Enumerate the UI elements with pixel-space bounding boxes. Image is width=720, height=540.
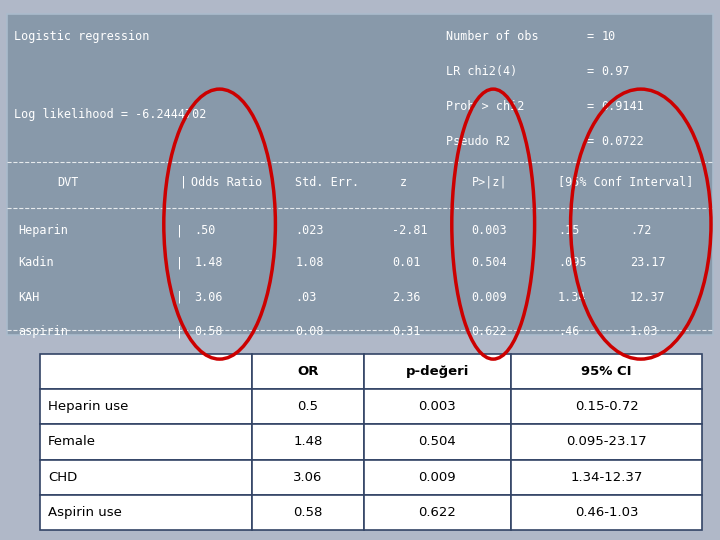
- Text: 0.97: 0.97: [601, 65, 630, 78]
- Text: Odds Ratio: Odds Ratio: [191, 176, 262, 188]
- FancyBboxPatch shape: [364, 354, 511, 389]
- Text: Log likelihood = -6.2444702: Log likelihood = -6.2444702: [14, 108, 207, 121]
- Text: |: |: [180, 176, 187, 188]
- Text: 0.9141: 0.9141: [601, 100, 644, 113]
- Text: 0.009: 0.009: [418, 471, 456, 484]
- Text: .50: .50: [194, 224, 216, 237]
- FancyBboxPatch shape: [364, 495, 511, 530]
- Text: |: |: [176, 325, 184, 338]
- FancyBboxPatch shape: [252, 460, 364, 495]
- Text: 0.504: 0.504: [472, 256, 507, 269]
- Text: 10: 10: [601, 30, 616, 43]
- Text: 23.17: 23.17: [630, 256, 665, 269]
- Text: .46: .46: [558, 325, 580, 338]
- Text: 95% CI: 95% CI: [581, 365, 632, 378]
- FancyBboxPatch shape: [40, 495, 252, 530]
- Text: KAH: KAH: [18, 291, 40, 303]
- Text: 1.34-12.37: 1.34-12.37: [570, 471, 643, 484]
- Text: -2.81: -2.81: [392, 224, 428, 237]
- FancyBboxPatch shape: [252, 424, 364, 460]
- FancyBboxPatch shape: [364, 424, 511, 460]
- Text: 0.0722: 0.0722: [601, 135, 644, 148]
- Text: Number of obs: Number of obs: [446, 30, 539, 43]
- Text: 3.06: 3.06: [194, 291, 223, 303]
- Text: Logistic regression: Logistic regression: [14, 30, 150, 43]
- Text: =: =: [587, 135, 594, 148]
- Text: p-değeri: p-değeri: [405, 365, 469, 378]
- Text: OR: OR: [297, 365, 318, 378]
- Text: 0.009: 0.009: [472, 291, 507, 303]
- FancyBboxPatch shape: [364, 460, 511, 495]
- Text: 0.5: 0.5: [297, 400, 318, 413]
- Text: .15: .15: [558, 224, 580, 237]
- Text: [95% Conf Interval]: [95% Conf Interval]: [558, 176, 693, 188]
- Text: 0.58: 0.58: [293, 506, 323, 519]
- FancyBboxPatch shape: [511, 460, 702, 495]
- Text: |: |: [176, 224, 184, 237]
- Text: .72: .72: [630, 224, 652, 237]
- Text: =: =: [587, 100, 594, 113]
- Text: 0.003: 0.003: [472, 224, 507, 237]
- Text: Heparin: Heparin: [18, 224, 68, 237]
- FancyBboxPatch shape: [511, 354, 702, 389]
- Text: P>|z|: P>|z|: [472, 176, 507, 188]
- Text: 1.03: 1.03: [630, 325, 659, 338]
- Text: 0.622: 0.622: [418, 506, 456, 519]
- Text: 0.01: 0.01: [392, 256, 421, 269]
- Text: 1.34: 1.34: [558, 291, 587, 303]
- FancyBboxPatch shape: [40, 424, 252, 460]
- Text: Female: Female: [48, 435, 96, 449]
- Text: 0.095-23.17: 0.095-23.17: [567, 435, 647, 449]
- FancyBboxPatch shape: [252, 495, 364, 530]
- Text: =: =: [587, 30, 594, 43]
- Text: Aspirin use: Aspirin use: [48, 506, 122, 519]
- FancyBboxPatch shape: [511, 495, 702, 530]
- Text: 0.003: 0.003: [418, 400, 456, 413]
- FancyBboxPatch shape: [40, 460, 252, 495]
- Text: 0.31: 0.31: [392, 325, 421, 338]
- Text: .023: .023: [295, 224, 324, 237]
- Text: 0.08: 0.08: [295, 325, 324, 338]
- FancyBboxPatch shape: [252, 389, 364, 424]
- Text: CHD: CHD: [48, 471, 78, 484]
- Text: aspirin: aspirin: [18, 325, 68, 338]
- FancyBboxPatch shape: [7, 14, 713, 335]
- Text: DVT: DVT: [58, 176, 79, 188]
- Text: Prob > chi2: Prob > chi2: [446, 100, 525, 113]
- FancyBboxPatch shape: [511, 424, 702, 460]
- Text: 0.46-1.03: 0.46-1.03: [575, 506, 639, 519]
- Text: 0.622: 0.622: [472, 325, 507, 338]
- Text: 3.06: 3.06: [293, 471, 323, 484]
- FancyBboxPatch shape: [40, 389, 252, 424]
- FancyBboxPatch shape: [40, 354, 252, 389]
- Text: Heparin use: Heparin use: [48, 400, 129, 413]
- Text: Std. Err.: Std. Err.: [295, 176, 359, 188]
- Text: 2.36: 2.36: [392, 291, 421, 303]
- Text: |: |: [176, 256, 184, 269]
- Text: 12.37: 12.37: [630, 291, 665, 303]
- Text: Pseudo R2: Pseudo R2: [446, 135, 510, 148]
- Text: LR chi2(4): LR chi2(4): [446, 65, 518, 78]
- Text: 1.48: 1.48: [293, 435, 323, 449]
- Text: .095: .095: [558, 256, 587, 269]
- FancyBboxPatch shape: [511, 389, 702, 424]
- Text: Kadin: Kadin: [18, 256, 53, 269]
- Text: z: z: [400, 176, 407, 188]
- Text: 0.504: 0.504: [418, 435, 456, 449]
- Text: |: |: [176, 291, 184, 303]
- Text: 0.58: 0.58: [194, 325, 223, 338]
- Text: 1.08: 1.08: [295, 256, 324, 269]
- Text: 1.48: 1.48: [194, 256, 223, 269]
- Text: .03: .03: [295, 291, 317, 303]
- FancyBboxPatch shape: [252, 354, 364, 389]
- Text: =: =: [587, 65, 594, 78]
- Text: 0.15-0.72: 0.15-0.72: [575, 400, 639, 413]
- FancyBboxPatch shape: [364, 389, 511, 424]
